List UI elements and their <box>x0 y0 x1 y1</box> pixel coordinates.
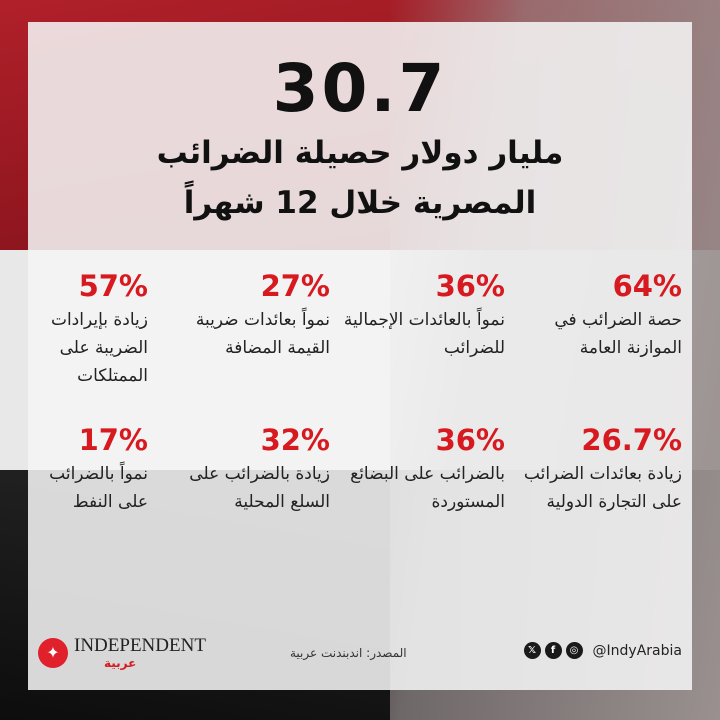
facebook-icon[interactable]: f <box>544 642 562 659</box>
stat-description: حصة الضرائب في الموازنة العامة <box>554 310 682 358</box>
stat-description: نمواً بالعائدات الإجمالية للضرائب <box>343 310 505 358</box>
brand-name: INDEPENDENT <box>74 635 206 656</box>
stat-percent: 64% <box>612 269 682 303</box>
headline-line-2: المصرية خلال 12 شهراً <box>183 185 537 221</box>
footer: ✦ INDEPENDENT عربية المصدر: اندبندنت عربي… <box>0 636 720 676</box>
stat-description: زيادة بإيرادات الضريبة على الممتلكات <box>50 310 148 386</box>
headline-number: 30.7 <box>272 50 448 127</box>
brand-arabic: عربية <box>104 656 137 670</box>
stat-description: نمواً بالضرائب على النفط <box>49 464 148 512</box>
instagram-icon[interactable]: ◎ <box>565 642 583 659</box>
headline-line-1: مليار دولار حصيلة الضرائب <box>156 135 564 171</box>
stat-percent: 17% <box>78 423 148 457</box>
stat-percent: 26.7% <box>581 423 682 457</box>
stat-item: 17% نمواً بالضرائب على النفط <box>38 422 148 516</box>
stat-item: 64% حصة الضرائب في الموازنة العامة <box>512 268 682 362</box>
social-links: 𝕏 f ◎ @IndyArabia <box>523 642 682 659</box>
stat-item: 36% نمواً بالعائدات الإجمالية للضرائب <box>335 268 505 362</box>
stat-percent: 32% <box>260 423 330 457</box>
stat-description: بالضرائب على البضائع المستوردة <box>350 464 505 512</box>
stat-percent: 27% <box>260 269 330 303</box>
stat-item: 57% زيادة بإيرادات الضريبة على الممتلكات <box>28 268 148 390</box>
eagle-icon: ✦ <box>38 638 68 668</box>
social-handle: @IndyArabia <box>592 642 682 659</box>
stat-percent: 36% <box>435 269 505 303</box>
x-icon[interactable]: 𝕏 <box>523 642 541 659</box>
stat-item: 36% بالضرائب على البضائع المستوردة <box>335 422 505 516</box>
stat-item: 26.7% زيادة بعائدات الضرائب على التجارة ا… <box>512 422 682 516</box>
content-panel <box>28 22 692 690</box>
stat-item: 32% زيادة بالضرائب على السلع المحلية <box>160 422 330 516</box>
stat-description: زيادة بعائدات الضرائب على التجارة الدولي… <box>523 464 682 512</box>
stat-percent: 57% <box>78 269 148 303</box>
stat-description: نمواً بعائدات ضريبة القيمة المضافة <box>195 310 330 358</box>
stat-description: زيادة بالضرائب على السلع المحلية <box>189 464 330 512</box>
source-text: المصدر: اندبندنت عربية <box>290 646 407 660</box>
stat-percent: 36% <box>435 423 505 457</box>
stat-item: 27% نمواً بعائدات ضريبة القيمة المضافة <box>160 268 330 362</box>
independent-logo: ✦ INDEPENDENT عربية <box>38 636 206 670</box>
